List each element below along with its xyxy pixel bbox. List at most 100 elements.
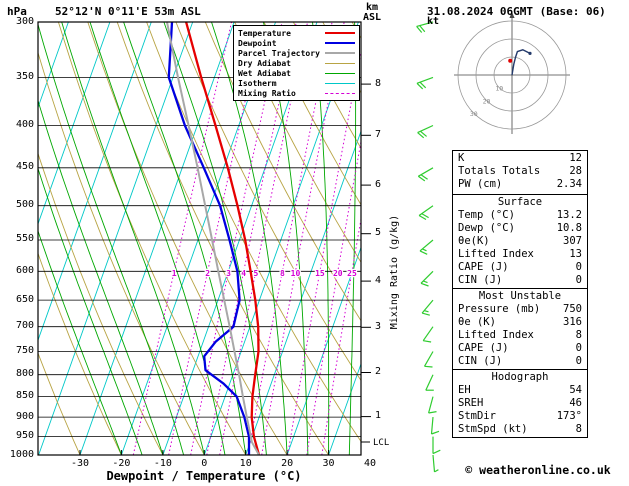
stat-label: Temp (°C) — [458, 209, 515, 221]
wind-barb — [428, 396, 437, 414]
wind-barb — [421, 299, 434, 316]
wind-barb — [419, 239, 434, 255]
stat-label: PW (cm) — [458, 178, 503, 190]
km-axis-ticks — [361, 83, 371, 418]
legend-label: Temperature — [238, 28, 291, 38]
stat-value: 28 — [569, 165, 582, 177]
stat-row: StmSpd (kt) 8 — [458, 423, 582, 436]
legend-item: Dewpoint — [238, 38, 355, 48]
wind-barb — [432, 436, 441, 455]
stat-value: 0 — [575, 261, 582, 273]
mixing-ratio-value-label: 15 — [315, 269, 325, 278]
pressure-tick-label: 500 — [15, 199, 34, 211]
pressure-tick-label: 1000 — [9, 448, 34, 460]
legend-line-sample — [325, 62, 355, 64]
mixing-ratio-value-label: 8 — [280, 269, 285, 278]
pressure-tick-label: 750 — [15, 345, 34, 357]
stat-value: 316 — [563, 316, 582, 328]
pressure-tick-label: 700 — [15, 320, 34, 332]
stat-value: 2.34 — [556, 178, 582, 190]
legend-label: Dry Adiabat — [238, 58, 291, 68]
mixing-ratio-labels: 1 2 3 4 5 8 10 15 20 25 — [171, 268, 359, 279]
copyright: © weatheronline.co.uk — [465, 463, 611, 477]
pressure-tick-label: 850 — [15, 390, 34, 402]
stat-label: StmSpd (kt) — [458, 423, 528, 435]
stat-row: CIN (J) 0 — [458, 274, 582, 287]
stat-row: K 12 — [458, 152, 582, 165]
temperature-tick-label: 20 — [281, 458, 294, 469]
mixing-ratio-value-label: 1 — [172, 269, 177, 278]
temperature-tick-label: -20 — [112, 458, 131, 469]
wind-barb — [417, 167, 434, 182]
wind-barb — [425, 374, 434, 391]
plot-frame — [37, 21, 362, 456]
altitude-axis-unit-km: km — [366, 2, 379, 13]
mixing-ratio-value-label: 4 — [241, 269, 246, 278]
pressure-tick-label: 800 — [15, 368, 34, 380]
stat-row: Dewp (°C) 10.8 — [458, 222, 582, 235]
indices-panel: K 12 Totals Totals 28 PW (cm) 2.34 — [452, 150, 588, 195]
stat-value: 13.2 — [556, 209, 582, 221]
stat-label: CAPE (J) — [458, 261, 509, 273]
wind-barb — [416, 21, 434, 33]
km-tick-label: 2 — [375, 365, 382, 377]
legend-line-sample — [325, 52, 355, 54]
km-tick-label: 8 — [375, 77, 382, 89]
panel-title: Hodograph — [491, 371, 549, 383]
stat-row: Temp (°C) 13.2 — [458, 209, 582, 222]
stat-value: 750 — [563, 303, 582, 315]
stat-value: 54 — [569, 384, 582, 396]
stat-row: PW (cm) 2.34 — [458, 178, 582, 191]
temperature-tick-label: 10 — [239, 458, 252, 469]
stat-label: StmDir — [458, 410, 496, 422]
stat-value: 12 — [569, 152, 582, 164]
pressure-tick-label: 650 — [15, 293, 34, 305]
pressure-tick-label: 550 — [15, 233, 34, 245]
most-unstable-panel: Most Unstable Pressure (mb) 750 θe (K) 316 L… — [452, 288, 588, 370]
wind-barb — [420, 270, 434, 287]
legend-label: Wet Adiabat — [238, 68, 291, 78]
hodograph: 10 20 30 — [454, 12, 570, 134]
temperature-tick-label: 0 — [201, 458, 208, 469]
legend-label: Mixing Ratio — [238, 88, 296, 98]
stat-value: 173° — [556, 410, 582, 422]
series-dewpoint — [167, 22, 251, 455]
wind-barb — [416, 76, 434, 90]
lcl-label: LCL — [373, 438, 389, 448]
stat-value: 0 — [575, 355, 582, 367]
wind-barb — [418, 205, 434, 221]
panel-title: Surface — [497, 196, 543, 208]
legend-line-sample — [325, 82, 355, 84]
stat-label: EH — [458, 384, 471, 396]
legend-label: Parcel Trajectory — [238, 48, 320, 58]
stat-label: Totals Totals — [458, 165, 541, 177]
pressure-tick-label: 950 — [15, 430, 34, 442]
mixing-ratio-value-label: 10 — [291, 269, 301, 278]
legend-line-sample — [325, 42, 355, 44]
legend-line-sample — [325, 32, 355, 34]
pressure-tick-label: 900 — [15, 410, 34, 422]
legend-label: Isotherm — [238, 78, 277, 88]
stat-label: Lifted Index — [458, 248, 534, 260]
stat-label: Lifted Index — [458, 329, 534, 341]
surface-panel: Surface Temp (°C) 13.2 Dewp (°C) 10.8 θe(K) 3… — [452, 194, 588, 289]
km-tick-label: 1 — [375, 410, 382, 422]
stat-label: CAPE (J) — [458, 342, 509, 354]
stat-value: 8 — [575, 423, 582, 435]
legend-line-sample — [325, 72, 355, 74]
stat-row: Totals Totals 28 — [458, 165, 582, 178]
series-temperature — [184, 22, 261, 455]
legend-item: Isotherm — [238, 78, 355, 88]
pressure-tick-label: 350 — [15, 70, 34, 82]
stat-label: Pressure (mb) — [458, 303, 541, 315]
mixing-ratio-value-label: 25 — [347, 269, 357, 278]
temperature-tick-label: -10 — [153, 458, 172, 469]
km-tick-label: 3 — [375, 320, 382, 332]
wind-barb — [432, 454, 439, 473]
pressure-gridlines — [38, 21, 361, 456]
stat-row: CAPE (J) 0 — [458, 261, 582, 274]
stat-value: 10.8 — [556, 222, 582, 234]
panel-title: Most Unstable — [478, 290, 562, 302]
pressure-tick-label: 600 — [15, 264, 34, 276]
